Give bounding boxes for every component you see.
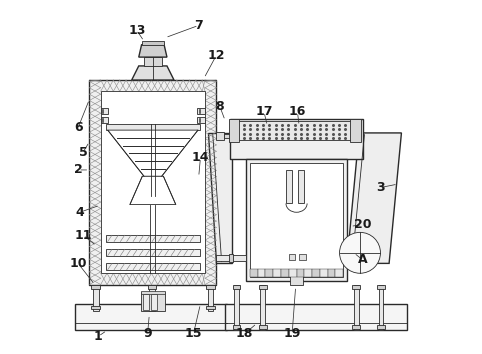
- Bar: [350, 119, 361, 142]
- Text: 2: 2: [74, 164, 82, 176]
- Text: 7: 7: [194, 19, 203, 32]
- Polygon shape: [132, 66, 174, 80]
- Bar: [246, 159, 347, 281]
- Bar: [141, 291, 165, 294]
- Bar: [234, 121, 359, 140]
- Bar: [304, 269, 312, 278]
- Bar: [151, 294, 157, 310]
- Text: 10: 10: [69, 257, 87, 270]
- Bar: [143, 294, 148, 310]
- Text: 12: 12: [208, 49, 225, 62]
- Bar: [273, 269, 281, 278]
- Bar: [378, 285, 384, 330]
- Bar: [230, 119, 362, 159]
- Bar: [149, 285, 155, 311]
- Bar: [206, 285, 214, 289]
- Bar: [281, 269, 289, 278]
- Bar: [93, 285, 98, 311]
- Polygon shape: [107, 130, 198, 176]
- Text: 8: 8: [215, 100, 224, 113]
- Circle shape: [339, 232, 380, 273]
- Bar: [216, 132, 224, 140]
- Bar: [354, 285, 359, 330]
- Bar: [266, 269, 273, 278]
- Bar: [229, 254, 233, 262]
- Bar: [106, 249, 200, 256]
- Bar: [141, 292, 165, 311]
- Bar: [216, 255, 246, 261]
- Bar: [286, 170, 292, 204]
- Bar: [148, 306, 156, 309]
- Text: 15: 15: [185, 327, 202, 341]
- Bar: [299, 253, 306, 260]
- Bar: [197, 117, 205, 123]
- Bar: [250, 163, 343, 278]
- Text: 4: 4: [76, 206, 84, 219]
- Bar: [232, 325, 241, 329]
- Polygon shape: [130, 176, 176, 205]
- Bar: [259, 325, 267, 329]
- Bar: [228, 119, 239, 142]
- Text: 17: 17: [255, 105, 273, 118]
- Bar: [101, 91, 205, 273]
- Text: 1: 1: [94, 330, 103, 343]
- Bar: [106, 235, 200, 241]
- Bar: [352, 325, 360, 329]
- Text: 9: 9: [143, 327, 152, 341]
- Bar: [101, 108, 108, 114]
- Bar: [290, 276, 303, 285]
- Text: 14: 14: [192, 151, 209, 164]
- Bar: [328, 269, 335, 278]
- Bar: [144, 57, 161, 66]
- Bar: [106, 263, 200, 270]
- Text: 5: 5: [79, 146, 87, 159]
- Bar: [289, 269, 296, 278]
- Bar: [257, 269, 266, 278]
- Bar: [208, 285, 213, 311]
- Bar: [101, 117, 108, 123]
- Bar: [92, 306, 100, 309]
- Text: 18: 18: [236, 327, 253, 341]
- Text: 16: 16: [289, 105, 306, 118]
- Bar: [260, 285, 265, 330]
- Bar: [352, 285, 360, 289]
- Bar: [224, 134, 230, 138]
- Bar: [234, 285, 239, 330]
- Bar: [92, 285, 100, 289]
- Text: A: A: [358, 253, 367, 266]
- Bar: [106, 124, 200, 130]
- Bar: [75, 304, 227, 330]
- Bar: [206, 306, 214, 309]
- Bar: [259, 285, 267, 289]
- Bar: [197, 108, 205, 114]
- Bar: [250, 269, 257, 278]
- Bar: [312, 269, 320, 278]
- Bar: [320, 269, 328, 278]
- Polygon shape: [343, 130, 362, 159]
- Bar: [289, 253, 295, 260]
- Text: 6: 6: [74, 121, 82, 134]
- Bar: [377, 285, 385, 289]
- Polygon shape: [347, 133, 402, 263]
- Text: 13: 13: [128, 24, 146, 37]
- Bar: [232, 285, 241, 289]
- Bar: [335, 269, 343, 278]
- Text: 20: 20: [354, 218, 372, 231]
- Bar: [142, 41, 164, 45]
- Bar: [89, 80, 216, 285]
- Bar: [377, 325, 385, 329]
- Text: 19: 19: [283, 327, 301, 341]
- Bar: [148, 285, 156, 289]
- Text: 3: 3: [376, 181, 385, 194]
- Bar: [225, 304, 407, 330]
- Polygon shape: [139, 45, 167, 57]
- Polygon shape: [230, 130, 250, 159]
- Bar: [298, 170, 304, 204]
- Polygon shape: [208, 133, 232, 263]
- Text: 11: 11: [74, 229, 92, 242]
- Bar: [296, 269, 304, 278]
